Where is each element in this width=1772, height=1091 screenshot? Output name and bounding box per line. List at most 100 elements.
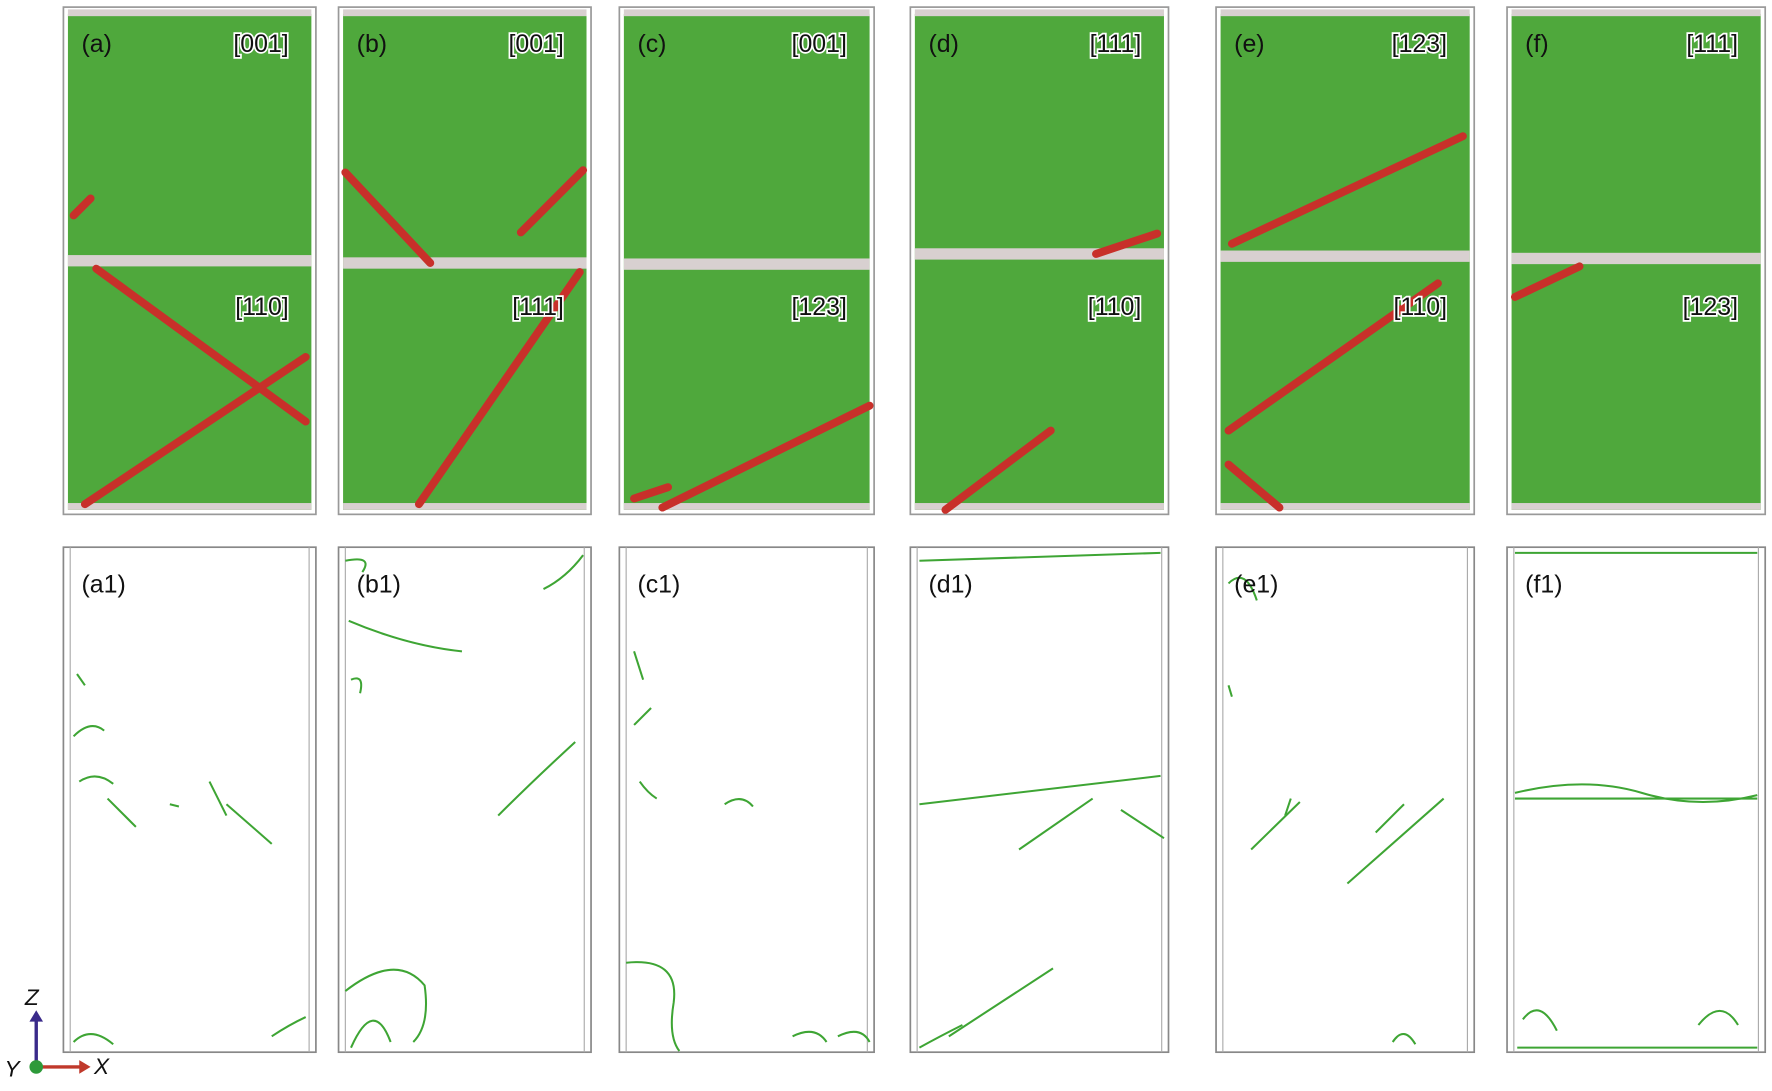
dislocation-line [106,797,137,828]
top-orientation: [001] [792,30,847,58]
atomistic-panel: (f) [111] [123] [1506,6,1767,516]
atomistic-panel: (d) [111] [110] [909,6,1170,516]
dislocation-line [497,741,576,817]
atomistic-panel: (a) [001] [110] [62,6,317,516]
stacking-fault [516,166,588,237]
dislocation-line [350,1019,392,1049]
dislocation-line [837,1030,871,1043]
surface-bottom [1511,503,1761,510]
stacking-fault [80,353,310,509]
dislocation-panel: (c1) [618,546,875,1054]
dislocation-line [1120,809,1165,840]
panel-frame [1215,546,1476,1054]
dislocation-line [348,619,463,653]
grain-boundary [67,255,312,267]
dislocation-line [169,803,180,808]
panel-frame [62,546,317,1054]
dislocation-line [919,551,1161,562]
dislocation-line [76,673,86,686]
dislocation-line [78,775,114,785]
grain-boundary [623,258,870,270]
surface-top [623,9,870,17]
bottom-orientation: [110] [1394,293,1448,321]
surface-bottom [1220,503,1470,510]
surface-bottom [343,503,587,510]
stacking-fault [414,268,584,509]
top-orientation: [111] [1090,30,1142,58]
panel-label: (f) [1525,30,1548,58]
stacking-fault [69,194,95,220]
dislocation-line [633,651,645,680]
stacking-fault [1224,460,1284,512]
dislocation-line [345,558,367,573]
panel-label: (e) [1234,30,1264,58]
top-orientation: [001] [508,30,563,58]
panel-label: (f1) [1525,570,1562,598]
dislocation-line [543,554,584,591]
panel-frame [1506,546,1767,1054]
stacking-fault [1224,279,1442,435]
dislocation-line [919,774,1161,806]
top-orientation: [111] [1686,30,1738,58]
y-label: Y [5,1056,22,1081]
stacking-fault [1092,229,1162,258]
stacking-fault [92,264,310,426]
atomistic-panel: (c) [001] [123] [618,6,875,516]
grain-boundary [1511,252,1761,265]
panel-label: (e1) [1234,570,1278,598]
dislocation-line [638,780,658,800]
dislocation-line [1374,803,1405,834]
z-label: Z [24,985,40,1010]
dislocation-line [1391,1033,1417,1045]
panel-label: (d) [928,30,958,58]
dislocation-line [1227,576,1258,601]
dislocation-line [72,1033,114,1046]
dislocation-line [1522,1009,1558,1032]
top-orientation: [123] [1392,30,1447,58]
atomistic-panel: (b) [001] [111] [337,6,592,516]
grain-boundary [343,257,587,269]
panel-label: (b1) [357,570,401,598]
panel-label: (a1) [82,570,126,598]
dislocation-line [626,961,681,1052]
dislocation-line [1250,801,1301,851]
bottom-orientation: [110] [235,293,289,321]
dislocation-line [1284,798,1292,816]
surface-bottom [914,503,1164,510]
surface-top [1220,9,1470,17]
panel-label: (a) [82,30,112,58]
panel-label: (c1) [637,570,680,598]
fcc-region [914,13,1164,510]
grain-boundary [1220,250,1470,262]
dislocation-line [1227,685,1233,697]
stacking-fault [658,401,874,512]
surface-bottom [67,503,312,510]
stacking-fault [1227,132,1467,248]
top-orientation: [001] [233,30,288,58]
surface-bottom [623,503,870,510]
dislocation-line [208,781,228,817]
axis-triad: Z X Y [5,985,110,1081]
dislocation-panel: (a1) [62,546,317,1054]
dislocation-line [633,707,652,726]
stacking-fault [341,168,435,267]
bottom-orientation: [123] [1683,293,1738,321]
dislocation-line [1346,797,1445,885]
dislocation-line [948,967,1054,1038]
surface-top [67,9,312,17]
panel-frame [618,546,875,1054]
dislocation-line [1514,783,1758,804]
surface-top [1511,9,1761,17]
y-dot [29,1060,44,1074]
stacking-fault [630,483,673,503]
surface-top [343,9,587,17]
dislocation-line [225,803,273,845]
dislocation-line [918,1024,963,1049]
bottom-orientation: [123] [792,293,847,321]
grain-boundary [914,248,1164,260]
panel-label: (b) [357,30,387,58]
x-label: X [93,1054,110,1079]
dislocation-line [792,1030,828,1043]
